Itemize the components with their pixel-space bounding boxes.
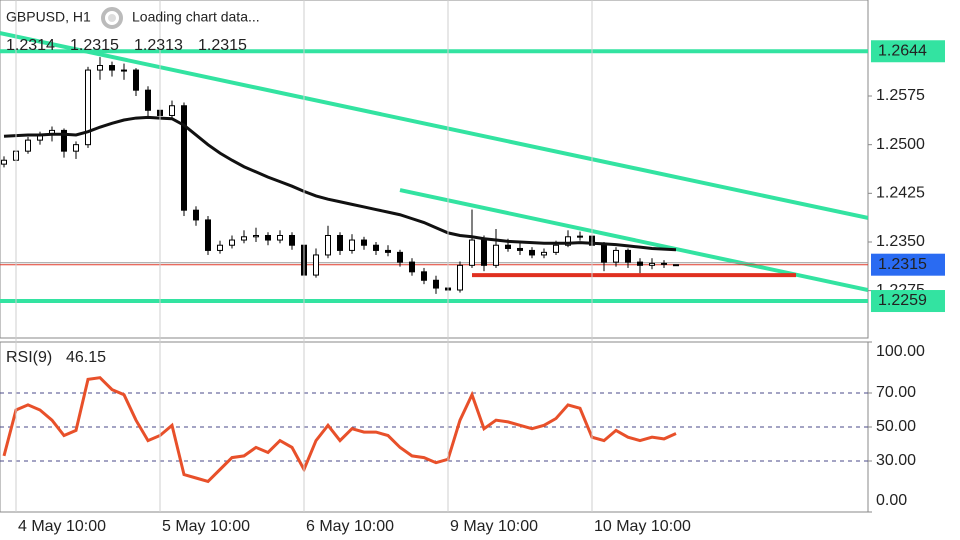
candle-body	[360, 239, 367, 246]
spinner	[101, 7, 123, 29]
x-tick-label: 10 May 10:00	[594, 518, 691, 535]
rsi-tick-label: 70.00	[876, 384, 916, 401]
y-tick-label: 1.2500	[876, 136, 925, 153]
candle-body	[168, 105, 175, 116]
candle-body	[408, 261, 415, 273]
candle-body	[144, 89, 151, 111]
y-tick-label: 1.2575	[876, 87, 925, 104]
candle-body	[348, 239, 355, 251]
spinner-core	[108, 14, 116, 22]
moving-average	[3, 115, 677, 252]
candle-body	[288, 234, 295, 246]
x-tick-label: 5 May 10:00	[162, 518, 250, 535]
candle-body	[612, 249, 619, 263]
ohlc-value: 1.2315	[70, 37, 119, 54]
rsi-line	[2, 376, 677, 484]
price-level-label: 1.2644	[878, 42, 927, 59]
candle-body	[564, 236, 571, 246]
candle-body	[312, 254, 319, 276]
current-price-box	[871, 253, 945, 276]
candle-body	[624, 249, 631, 263]
x-tick-label: 9 May 10:00	[450, 518, 538, 535]
candle-body	[420, 271, 427, 281]
candle-body	[384, 249, 391, 253]
candle-body	[576, 235, 583, 238]
candle-body	[192, 209, 199, 221]
candle-body	[528, 249, 535, 256]
candle-body	[600, 244, 607, 263]
candle-body	[132, 69, 139, 91]
candle-body	[336, 234, 343, 251]
candle-body	[252, 234, 259, 238]
candle-body	[540, 251, 547, 256]
candle-body	[648, 262, 655, 266]
ohlc-value: 1.2315	[198, 37, 247, 54]
candle-body	[120, 69, 127, 72]
candle-body	[492, 244, 499, 266]
y-tick-label: 1.2425	[876, 185, 925, 202]
candle-body	[516, 247, 523, 251]
candle-body	[396, 251, 403, 263]
rsi-tick-label: 50.00	[876, 418, 916, 435]
candle-body	[180, 105, 187, 211]
y-tick-label: 1.2350	[876, 233, 925, 250]
x-tick-label: 4 May 10:00	[18, 518, 106, 535]
current-price-label: 1.2315	[878, 256, 927, 273]
candle-body	[432, 279, 439, 289]
ohlc-value: 1.2313	[134, 37, 183, 54]
rsi-tick-label: 0.00	[876, 492, 907, 509]
rsi-name: RSI(9)	[6, 349, 52, 366]
candle-body	[96, 65, 103, 71]
candle-body	[468, 239, 475, 266]
candle-body	[216, 244, 223, 251]
price-level-label: 1.2259	[878, 292, 927, 309]
price-level-box	[871, 290, 945, 313]
candle-body	[240, 236, 247, 241]
candle-body	[372, 244, 379, 251]
rsi-tick-label: 100.00	[876, 343, 925, 360]
axes: 4 May 10:00 5 May 10:00 6 May 10:00 9 May 1…	[15, 0, 945, 535]
rsi-plot	[0, 376, 868, 484]
candle-body	[60, 129, 67, 152]
candle-body	[672, 264, 679, 267]
candle-body	[108, 65, 115, 71]
status: Loading chart data...	[132, 9, 260, 25]
trendline	[0, 31, 868, 220]
candle-body	[264, 234, 271, 241]
candle-body	[552, 244, 559, 253]
candle-body	[72, 144, 79, 152]
rsi-value: 46.15	[66, 349, 106, 366]
ohlc-value: 1.2314	[6, 37, 55, 54]
ohlc-header: 1.2314 1.2315 1.2313 1.2315	[6, 37, 247, 54]
candle-body	[480, 239, 487, 266]
symbol: GBPUSD, H1	[6, 9, 91, 25]
rsi-tick-label: 30.00	[876, 452, 916, 469]
price-level-box	[871, 40, 945, 63]
candle-body	[24, 139, 31, 152]
main-plot	[0, 31, 868, 304]
candle-body	[0, 159, 7, 165]
candle-body	[228, 239, 235, 246]
candle-body	[504, 244, 511, 249]
candle-body	[84, 69, 91, 146]
candle-body	[276, 234, 283, 241]
candle-body	[204, 219, 211, 251]
candle-body	[456, 264, 463, 291]
candle-body	[324, 234, 331, 256]
candle-body	[636, 261, 643, 266]
main-panel	[0, 0, 869, 339]
x-tick-label: 6 May 10:00	[306, 518, 394, 535]
candle-body	[660, 262, 667, 265]
